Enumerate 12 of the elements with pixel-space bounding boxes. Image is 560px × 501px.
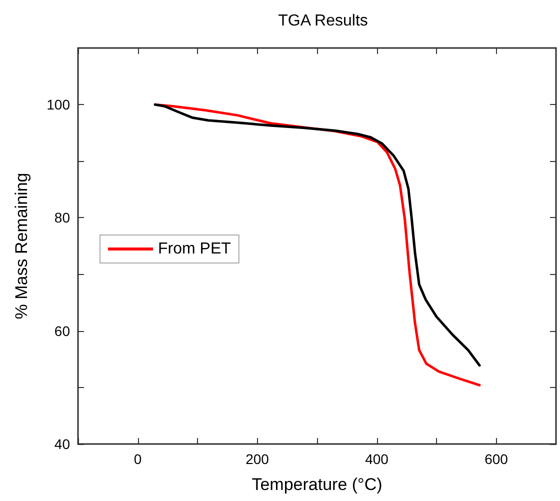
x-tick-label: 0 — [134, 451, 142, 467]
y-tick-label: 80 — [54, 210, 70, 226]
y-tick-label: 40 — [54, 436, 70, 452]
chart-title: TGA Results — [278, 12, 368, 30]
y-axis-title: % Mass Remaining — [12, 172, 31, 320]
x-tick-label: 200 — [246, 451, 270, 467]
y-tick-label: 100 — [46, 96, 70, 113]
x-tick-label: 600 — [484, 451, 508, 467]
x-axis-title: Temperature (°C) — [252, 475, 382, 494]
y-tick-label: 60 — [54, 322, 70, 339]
x-tick-label: 400 — [365, 451, 389, 467]
legend-label: From PET — [158, 240, 232, 258]
